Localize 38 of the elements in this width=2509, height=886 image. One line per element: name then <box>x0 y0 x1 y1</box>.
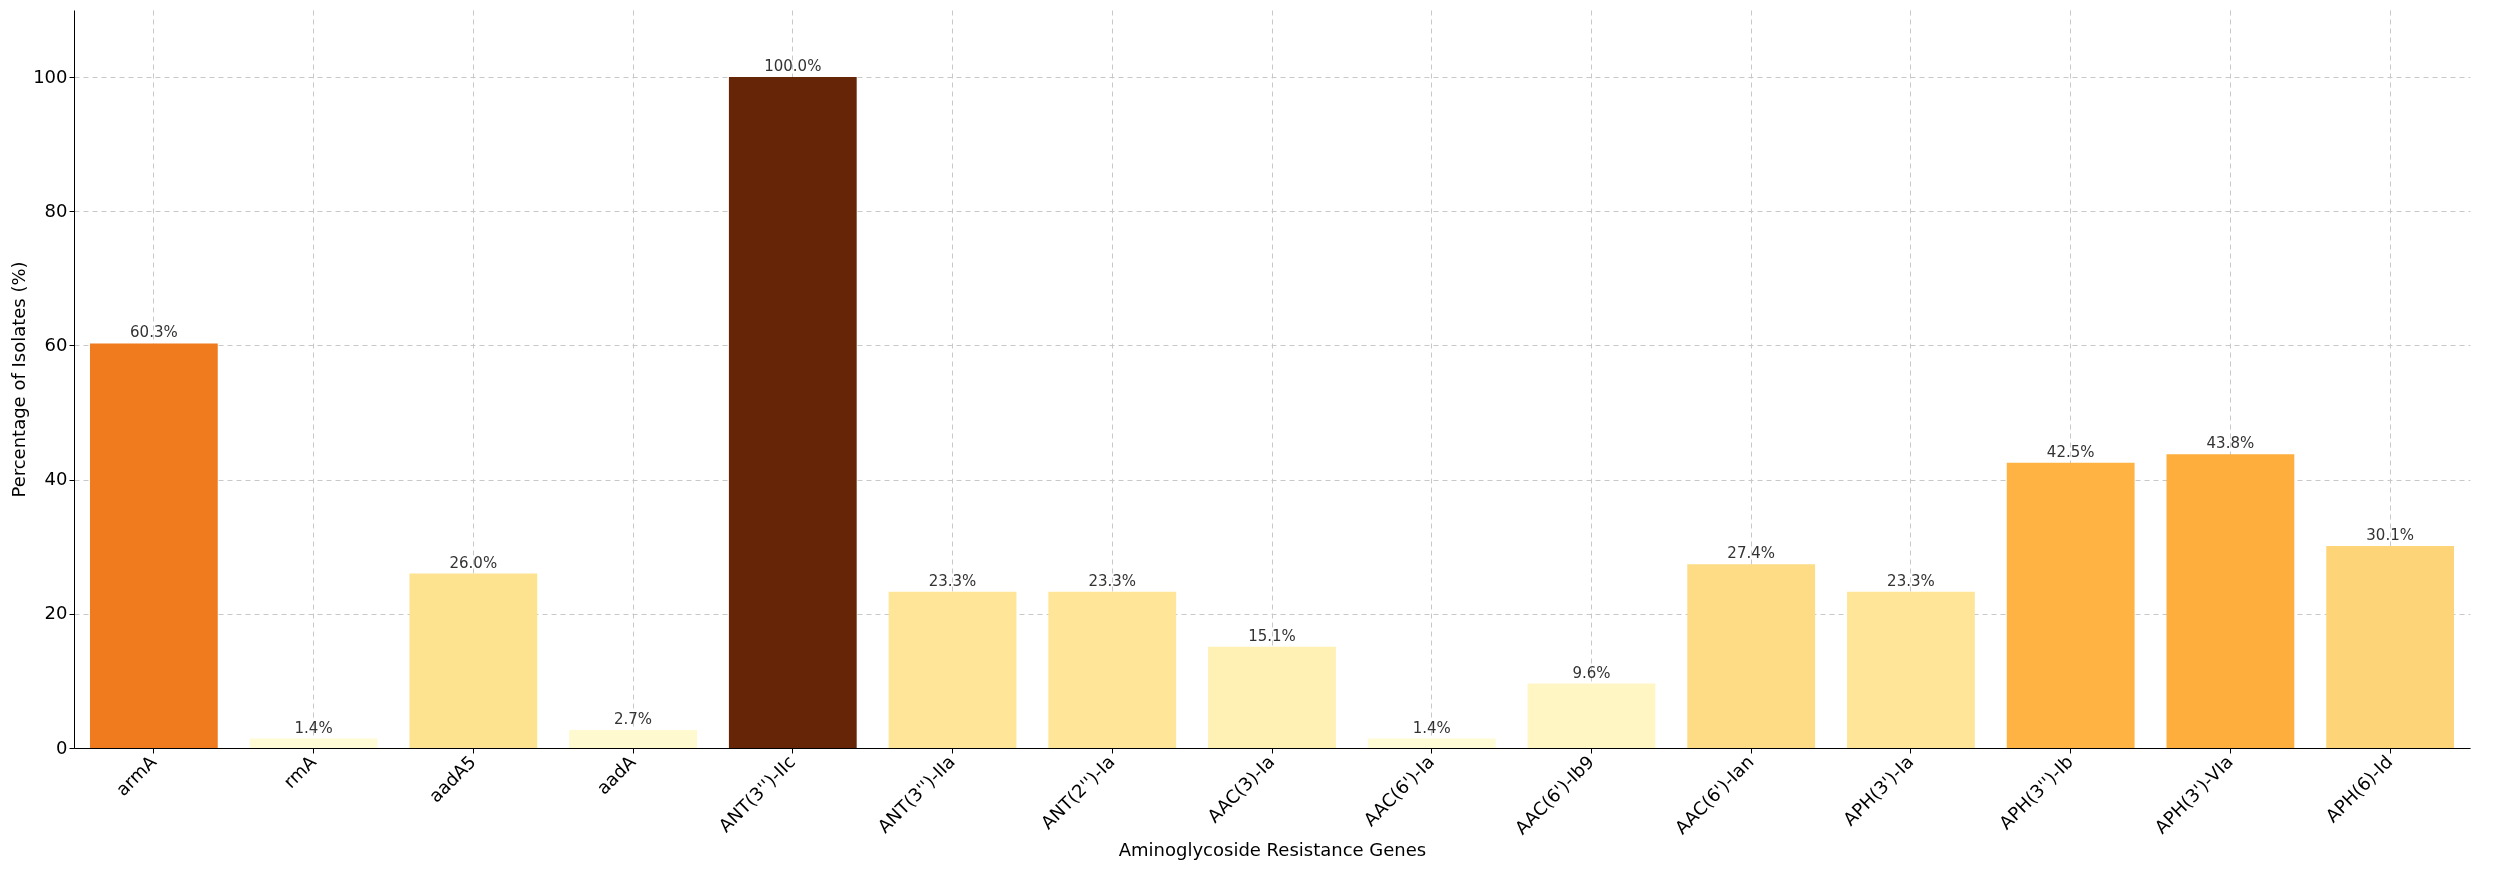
y-tick-label: 40 <box>44 468 68 490</box>
data-label: 1.4% <box>294 718 333 737</box>
y-tick-label: 60 <box>44 333 68 355</box>
data-label: 15.1% <box>1248 626 1296 645</box>
data-label: 2.7% <box>614 709 653 728</box>
data-label: 26.0% <box>449 553 498 572</box>
data-label: 1.4% <box>1412 718 1451 737</box>
x-axis-title: Aminoglycoside Resistance Genes <box>1118 839 1427 861</box>
bar <box>1208 646 1336 748</box>
data-label: 9.6% <box>1572 663 1611 682</box>
bar <box>2006 462 2135 748</box>
bar <box>728 77 857 748</box>
bar <box>249 738 378 748</box>
bar <box>1048 591 1177 748</box>
data-label: 27.4% <box>1727 544 1776 563</box>
data-label: 43.8% <box>2206 434 2255 453</box>
data-label: 42.5% <box>2046 442 2095 461</box>
bar <box>89 343 218 748</box>
bar <box>1847 591 1975 748</box>
bar <box>1527 683 1656 748</box>
y-tick-label: 0 <box>56 736 68 758</box>
bar <box>2326 546 2455 748</box>
bar <box>569 729 697 748</box>
y-tick-label: 20 <box>44 602 68 624</box>
bar <box>1687 564 1816 748</box>
bar <box>409 573 538 748</box>
bar <box>888 591 1017 748</box>
y-tick-label: 80 <box>44 199 68 221</box>
bar <box>1367 738 1496 748</box>
bar <box>2166 454 2295 748</box>
y-axis-title: Percentage of Isolates (%) <box>8 261 30 498</box>
data-label: 60.3% <box>130 323 178 342</box>
data-label: 100.0% <box>764 57 822 76</box>
data-label: 23.3% <box>1088 571 1137 590</box>
data-label: 30.1% <box>2366 526 2414 545</box>
data-label: 23.3% <box>1887 571 1935 590</box>
data-label: 23.3% <box>928 571 977 590</box>
y-tick-label: 100 <box>33 65 68 87</box>
